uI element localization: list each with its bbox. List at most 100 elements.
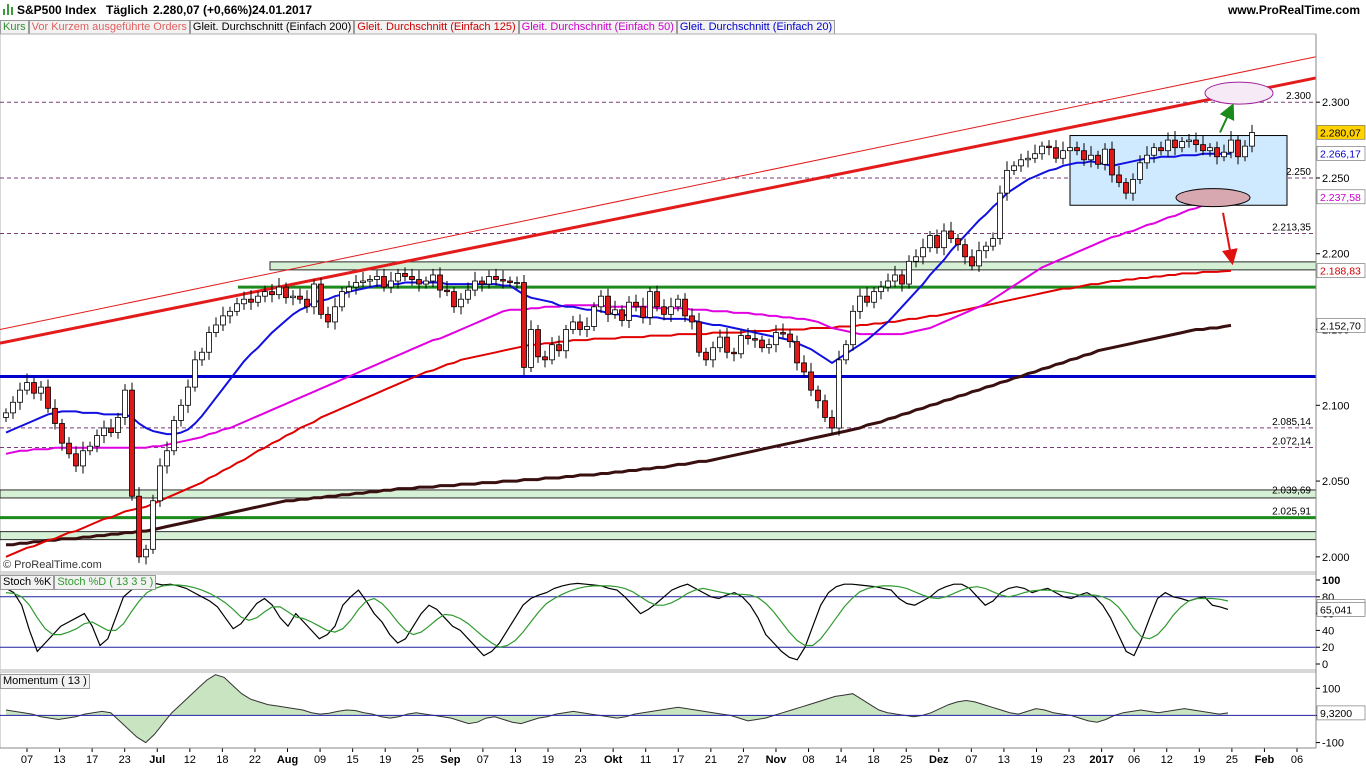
- candle: [885, 273, 891, 292]
- candle: [703, 347, 709, 366]
- price-tag: 2.280,07: [1320, 127, 1361, 139]
- candle: [150, 494, 156, 554]
- candle: [381, 268, 387, 292]
- candle: [542, 350, 548, 368]
- candle-body: [990, 238, 996, 247]
- candle: [1137, 155, 1143, 185]
- x-tick-label: 07: [477, 754, 489, 766]
- candle: [45, 379, 51, 413]
- x-tick-label: 23: [574, 754, 586, 766]
- candle: [752, 329, 758, 348]
- candle-body: [808, 371, 814, 391]
- candle: [598, 290, 604, 313]
- candle-body: [1123, 182, 1129, 194]
- x-tick-label: 19: [379, 754, 391, 766]
- candle-body: [59, 423, 65, 444]
- candle: [1102, 143, 1108, 171]
- candle: [262, 285, 268, 303]
- candle: [619, 305, 625, 327]
- stoch-k-label[interactable]: Stoch %K: [0, 575, 55, 590]
- candle: [1221, 144, 1227, 162]
- x-tick-label: Okt: [604, 754, 623, 766]
- candle: [290, 290, 296, 306]
- candle-body: [549, 344, 555, 361]
- candle: [689, 308, 695, 330]
- momentum-label[interactable]: Momentum ( 13 ): [0, 674, 90, 689]
- candle: [1165, 132, 1171, 157]
- candle-body: [325, 313, 331, 323]
- candle: [395, 268, 401, 289]
- candle: [59, 418, 65, 451]
- candle: [731, 347, 737, 362]
- candle: [724, 328, 730, 359]
- candle-body: [703, 351, 709, 361]
- candle-body: [1249, 132, 1255, 147]
- stoch-d-label[interactable]: Stoch %D ( 13 3 5 ): [54, 575, 157, 590]
- candle-body: [934, 235, 940, 249]
- candle: [1123, 177, 1129, 200]
- candle-body: [255, 295, 261, 303]
- candle-body: [899, 274, 905, 285]
- candle: [836, 350, 842, 436]
- candle: [626, 296, 632, 329]
- candle: [535, 324, 541, 363]
- candle-body: [850, 310, 856, 346]
- legend-item-sma125[interactable]: Gleit. Durchschnitt (Einfach 125): [354, 20, 519, 35]
- price-tag: 2.237,58: [1320, 192, 1361, 204]
- candle: [164, 441, 170, 474]
- date-label: 24.01.2017: [252, 3, 313, 17]
- candle: [787, 329, 793, 348]
- y-tick-label: 2.200: [1322, 249, 1350, 261]
- stoch-tag: 65,041: [1320, 604, 1352, 616]
- x-tick-label: 25: [900, 754, 912, 766]
- candle-body: [815, 389, 821, 402]
- candle-body: [675, 298, 681, 308]
- candle: [10, 396, 16, 419]
- candle: [87, 441, 93, 456]
- candle: [563, 324, 569, 359]
- candle-body: [1200, 144, 1206, 152]
- candle-body: [479, 280, 485, 285]
- candle: [66, 437, 72, 459]
- candle: [332, 297, 338, 330]
- candle: [199, 347, 205, 366]
- support-band: [0, 489, 1317, 499]
- brand-url[interactable]: www.ProRealTime.com: [1227, 3, 1360, 17]
- candle-body: [73, 453, 79, 467]
- candle: [1067, 143, 1073, 159]
- candlestick-icon: [3, 4, 13, 15]
- candle-body: [227, 310, 233, 317]
- candle-body: [192, 359, 198, 388]
- candle-body: [1102, 148, 1108, 165]
- candle-body: [430, 274, 436, 282]
- candle: [1214, 141, 1220, 165]
- candle-body: [3, 412, 9, 418]
- momentum-y-tick-label: 100: [1322, 683, 1340, 695]
- stoch-y-tick-label: 40: [1322, 625, 1334, 637]
- candle: [269, 284, 275, 303]
- candle: [696, 312, 702, 357]
- legend-item-sma20[interactable]: Gleit. Durchschnitt (Einfach 20): [676, 20, 836, 35]
- candle-body: [444, 289, 450, 293]
- candle-body: [122, 389, 128, 418]
- candle-body: [717, 336, 723, 349]
- candle: [318, 277, 324, 319]
- candle: [605, 288, 611, 322]
- candle-body: [1158, 147, 1164, 152]
- candle-body: [45, 386, 51, 409]
- candle-body: [395, 273, 401, 282]
- candle: [801, 355, 807, 377]
- legend-item-kurs[interactable]: Kurs: [0, 20, 29, 35]
- candle-body: [745, 335, 751, 340]
- candle-body: [465, 289, 471, 300]
- x-tick-label: 13: [509, 754, 521, 766]
- arrow-up: [1219, 103, 1235, 133]
- target-ellipse: [1204, 81, 1274, 105]
- candle: [241, 291, 247, 310]
- candle-body: [80, 450, 86, 467]
- candle-body: [535, 329, 541, 358]
- candle-body: [780, 332, 786, 335]
- price-tag-box: [1316, 146, 1366, 161]
- candle-body: [1221, 151, 1227, 158]
